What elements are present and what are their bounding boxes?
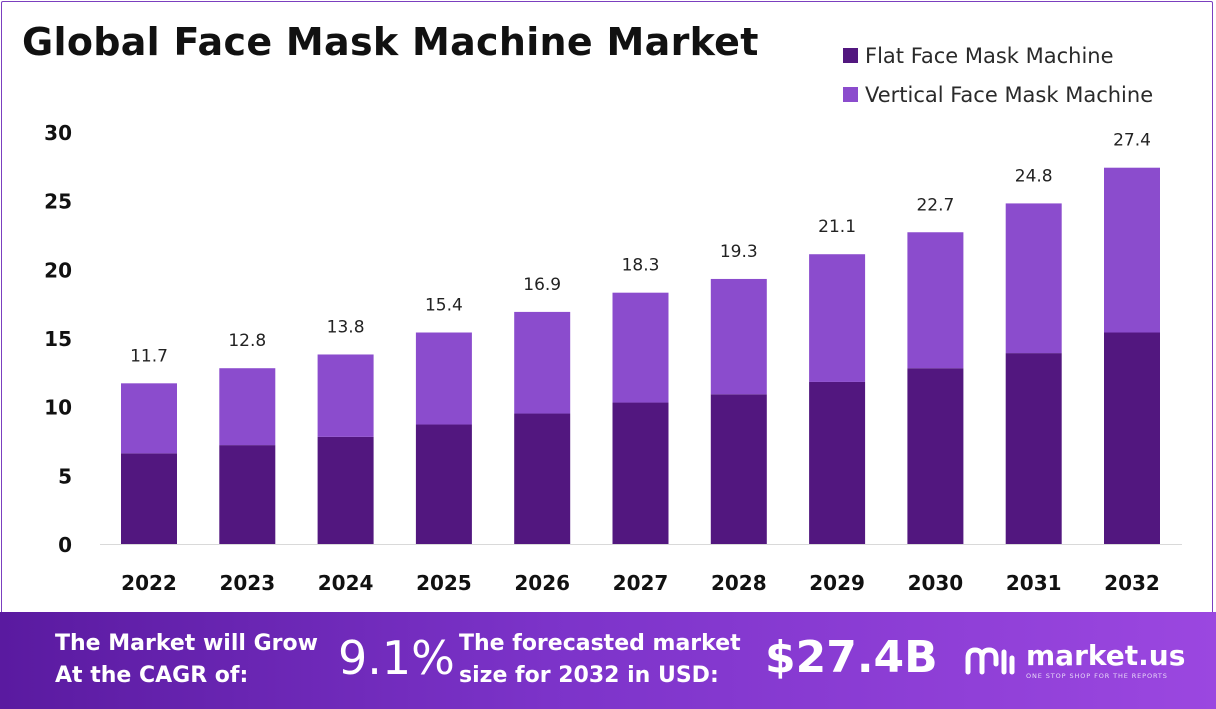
bar-segment-vertical	[219, 368, 276, 446]
forecast-text-line1: The forecasted market	[459, 631, 741, 656]
data-label-total: 22.7	[916, 195, 954, 215]
data-label-total: 18.3	[622, 256, 660, 276]
legend-swatch-vertical	[843, 87, 858, 102]
legend-item-flat: Flat Face Mask Machine	[843, 36, 1153, 75]
y-tick-label: 0	[58, 533, 72, 557]
stacked-bar-chart: 05101520253011.7202212.8202313.8202415.4…	[44, 121, 1182, 595]
footer-banner: The Market will Grow At the CAGR of: 9.1…	[0, 612, 1216, 709]
data-label-total: 21.1	[818, 217, 856, 237]
cagr-text-line1: The Market will Grow	[55, 631, 318, 656]
x-tick-label: 2027	[613, 571, 669, 595]
x-tick-label: 2026	[514, 571, 570, 595]
brand-logo: market.us ONE STOP SHOP FOR THE REPORTS	[962, 642, 1185, 680]
data-label-total: 27.4	[1113, 131, 1151, 151]
data-label-total: 16.9	[523, 275, 561, 295]
bar-segment-flat	[121, 453, 177, 544]
x-tick-label: 2032	[1104, 571, 1160, 595]
data-label-total: 24.8	[1015, 166, 1053, 186]
bar-segment-flat	[219, 445, 276, 544]
y-tick-label: 25	[44, 190, 72, 214]
cagr-value: 9.1%	[338, 631, 455, 685]
x-tick-label: 2024	[318, 571, 374, 595]
bar-segment-vertical	[121, 383, 177, 454]
x-tick-label: 2030	[908, 571, 964, 595]
legend-label-vertical: Vertical Face Mask Machine	[865, 82, 1154, 107]
y-tick-label: 30	[44, 121, 72, 145]
bar-segment-flat	[1104, 332, 1160, 544]
x-tick-label: 2028	[711, 571, 767, 595]
brand-tagline: ONE STOP SHOP FOR THE REPORTS	[1026, 672, 1168, 680]
legend-swatch-flat	[843, 48, 858, 63]
x-tick-label: 2022	[121, 571, 177, 595]
bar-segment-vertical	[1104, 167, 1160, 333]
data-label-total: 19.3	[720, 242, 758, 262]
bar-segment-flat	[415, 424, 472, 544]
legend: Flat Face Mask Machine Vertical Face Mas…	[843, 36, 1153, 114]
bar-segment-vertical	[612, 292, 669, 403]
forecast-value: $27.4B	[765, 632, 938, 683]
data-label-total: 12.8	[228, 331, 266, 351]
y-tick-label: 15	[44, 327, 72, 351]
bar-segment-vertical	[415, 332, 472, 425]
data-label-total: 15.4	[425, 296, 463, 316]
x-tick-label: 2031	[1006, 571, 1062, 595]
bar-segment-flat	[612, 402, 669, 544]
bar-segment-vertical	[1005, 203, 1062, 354]
x-tick-label: 2023	[219, 571, 275, 595]
x-tick-label: 2029	[809, 571, 865, 595]
bar-segment-flat	[317, 436, 374, 544]
bar-segment-vertical	[809, 254, 866, 382]
y-tick-label: 20	[44, 258, 72, 282]
bar-segment-vertical	[317, 354, 374, 437]
bar-segment-flat	[907, 368, 964, 544]
bar-segment-flat	[1005, 353, 1062, 544]
legend-item-vertical: Vertical Face Mask Machine	[843, 75, 1153, 114]
brand-name: market.us	[1026, 639, 1186, 672]
bar-segment-vertical	[710, 278, 767, 395]
market-us-logo-icon	[965, 647, 1015, 675]
y-tick-label: 10	[44, 396, 72, 420]
forecast-text-line2: size for 2032 in USD:	[459, 663, 719, 688]
y-tick-label: 5	[58, 464, 72, 488]
bar-segment-flat	[710, 394, 767, 544]
bar-segment-flat	[809, 381, 866, 544]
data-label-total: 13.8	[327, 317, 365, 337]
chart-title: Global Face Mask Machine Market	[22, 20, 759, 64]
bar-segment-vertical	[514, 311, 571, 414]
bar-segment-vertical	[907, 232, 964, 369]
bar-segment-flat	[514, 413, 571, 544]
cagr-text-line2: At the CAGR of:	[55, 663, 249, 688]
x-tick-label: 2025	[416, 571, 472, 595]
data-label-total: 11.7	[130, 346, 168, 366]
legend-label-flat: Flat Face Mask Machine	[865, 43, 1114, 68]
